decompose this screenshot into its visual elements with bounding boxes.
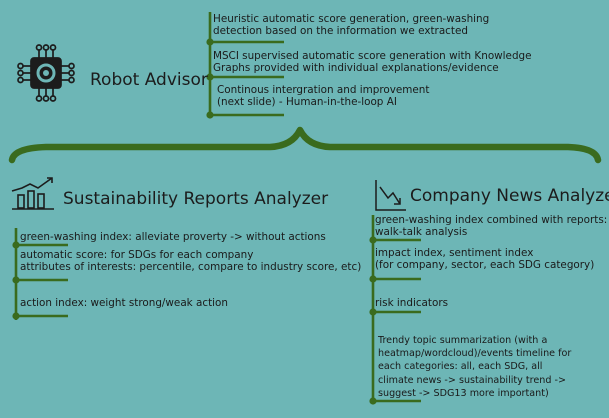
company-news-item-3-line-1: risk indicators [375,297,449,309]
sustainability-item-1-line-1: green-washing index: alleviate proverty … [20,231,326,243]
sustainability-item-3-line-1: action index: weight strong/weak action [20,297,228,309]
gear-circuit-icon [17,44,75,102]
sustainability-title: Sustainability Reports Analyzer [63,189,329,209]
robot-advisor-item-1-line-2: detection based on the information we ex… [213,24,468,37]
robot-advisor-item-1-line-1: Heuristic automatic score generation, gr… [213,13,490,25]
downtrend-chart-icon [375,180,406,211]
company-news-item-4-line-4: climate news -> sustainability trend -> [378,374,567,386]
sustainability-item-2: automatic score: for SDGs for each compa… [20,249,362,274]
company-news-connector [369,215,421,405]
robot-advisor-item-3-line-2: (next slide) - Human-in-the-loop AI [217,95,397,108]
robot-advisor-item-2-line-1: MSCI supervised automatic score generati… [213,50,532,62]
sustainability-item-2-line-2: attributes of interests: percentile, com… [20,260,362,273]
company-news-item-1: green-washing index combined with report… [375,214,608,239]
company-news-item-3: risk indicators [375,297,449,310]
company-news-item-2-line-1: impact index, sentiment index [375,247,534,259]
company-news-item-2: impact index, sentiment index (for compa… [375,247,595,272]
robot-advisor-connector [206,12,284,119]
robot-advisor-item-2-line-2: Graphs provided with individual explanat… [213,61,499,74]
sustainability-connector [12,228,68,320]
company-news-title: Company News Analyzer [410,186,609,206]
company-news-item-1-line-2: walk-talk analysis [375,225,468,238]
sustainability-item-3: action index: weight strong/weak action [20,297,228,310]
company-news-item-1-line-1: green-washing index combined with report… [375,214,608,226]
company-news-item-2-line-2: (for company, sector, each SDG category) [375,258,595,271]
company-news-item-4: Trendy topic summarization (with a heatm… [378,334,571,400]
company-news-item-4-line-3: each categories: all, each SDG, all [378,361,543,373]
robot-advisor-title: Robot Advisor [90,70,208,90]
curly-brace [8,126,602,164]
company-news-item-4-line-2: heatmap/wordcloud)/events timeline for [378,348,572,360]
company-news-item-4-line-5: suggest -> SDG13 more important) [378,387,549,399]
robot-advisor-item-3-line-1: Continous intergration and improvement [217,84,430,96]
robot-advisor-item-3: Continous intergration and improvement (… [217,84,430,109]
sustainability-item-2-line-1: automatic score: for SDGs for each compa… [20,249,254,261]
company-news-item-4-line-1: Trendy topic summarization (with a [378,335,548,346]
robot-advisor-item-2: MSCI supervised automatic score generati… [213,50,532,75]
bar-chart-trend-icon [11,177,54,210]
sustainability-item-1: green-washing index: alleviate proverty … [20,231,326,244]
robot-advisor-item-1: Heuristic automatic score generation, gr… [213,13,490,38]
